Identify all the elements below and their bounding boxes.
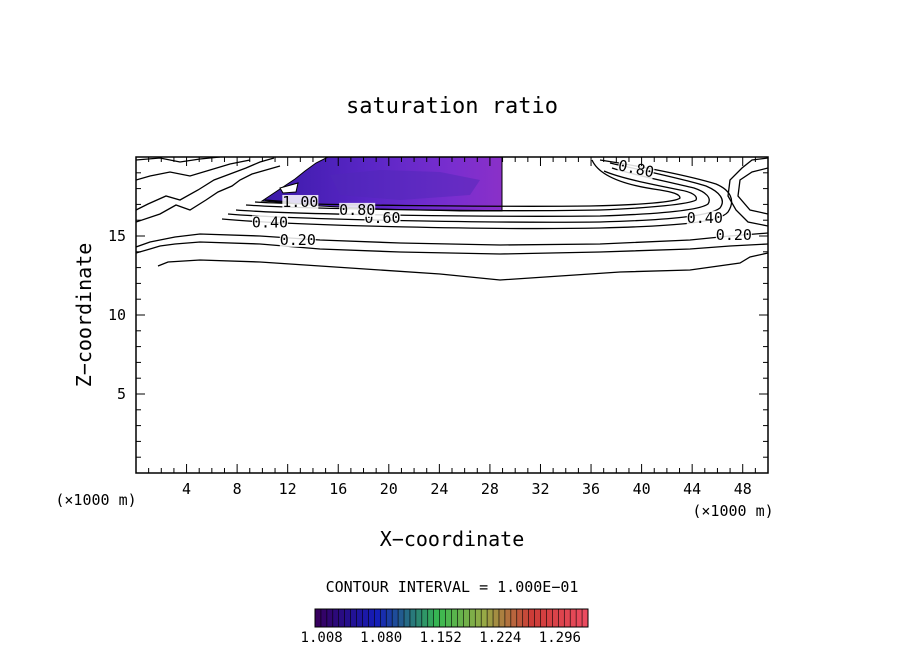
colorbar-swatch	[534, 609, 541, 627]
x-tick-label: 20	[380, 480, 398, 498]
contour-label-text: 0.20	[716, 226, 752, 244]
colorbar-swatch	[516, 609, 524, 627]
contour-label-text: 0.80	[339, 201, 375, 219]
colorbar-swatch	[344, 609, 351, 627]
colorbar-tick-label: 1.080	[360, 630, 402, 646]
x-tick-label: 28	[481, 480, 499, 498]
colorbar-tick-label: 1.152	[420, 630, 462, 646]
contour-lines	[136, 157, 768, 281]
colorbar-swatch	[409, 609, 417, 627]
colorbar-swatch	[445, 609, 452, 627]
colorbar-swatch	[469, 609, 476, 627]
chart-title: saturation ratio	[346, 94, 558, 119]
colorbar-swatch	[332, 609, 340, 627]
contour-label: 0.80	[339, 201, 375, 219]
contour-label: 0.40	[687, 209, 723, 227]
y-tick-label: 15	[108, 227, 126, 245]
colorbar-swatch	[457, 609, 464, 627]
colorbar-swatch	[498, 609, 506, 627]
contour-label-bg	[251, 215, 288, 230]
colorbar-swatch	[504, 609, 512, 627]
colorbar-swatch	[510, 609, 518, 627]
colorbar-swatch	[552, 609, 559, 627]
contour-label-text: 0.40	[252, 214, 288, 232]
x-tick-label: 32	[531, 480, 549, 498]
contour-label-bg	[339, 202, 376, 217]
contour-label: 0.20	[280, 231, 316, 249]
colorbar-swatch	[398, 609, 405, 627]
colorbar-swatch	[576, 609, 583, 627]
colorbar-swatch	[433, 609, 440, 627]
colorbar-swatch	[415, 609, 423, 627]
x-unit-label-left: (×1000 m)	[55, 491, 136, 509]
contour-label: 0.20	[716, 226, 752, 244]
colorbar-swatch	[451, 609, 458, 627]
colorbar-tick-label: 1.224	[479, 630, 521, 646]
colorbar-swatch	[540, 609, 547, 627]
colorbar-swatch	[481, 609, 488, 627]
colorbar: 1.008 1.080 1.152 1.224 1.296	[301, 608, 589, 646]
contour-label-text: 0.20	[280, 231, 316, 249]
contour-label-bg	[715, 228, 752, 243]
colorbar-swatch	[362, 609, 369, 627]
x-tick-label: 4	[182, 480, 191, 498]
colorbar-swatch	[338, 609, 345, 627]
colorbar-swatch	[463, 609, 470, 627]
colorbar-swatch	[386, 609, 393, 627]
colorbar-swatch	[427, 609, 434, 627]
colorbar-swatch	[493, 609, 500, 627]
x-tick-label: 24	[430, 480, 448, 498]
contour-label: 1.00	[282, 193, 318, 211]
colorbar-swatch	[356, 609, 363, 627]
y-axis-title: Z−coordinate	[72, 243, 96, 388]
x-tick-label: 40	[633, 480, 651, 498]
colorbar-swatch	[546, 609, 553, 627]
colorbar-swatch	[528, 609, 535, 627]
colorbar-swatch	[564, 609, 571, 627]
contour-interval-label: CONTOUR INTERVAL = 1.000E−01	[326, 578, 579, 596]
colorbar-swatch	[368, 609, 375, 627]
colorbar-swatch	[487, 609, 494, 627]
x-tick-label: 44	[683, 480, 701, 498]
colorbar-frame	[314, 608, 589, 628]
x-tick-label: 8	[233, 480, 242, 498]
colorbar-swatch	[326, 609, 334, 627]
contour-label-bg	[617, 158, 656, 180]
contour-field: 0.20 0.200.40 0.400.600.800.801.00	[136, 157, 768, 281]
colorbar-swatch	[421, 609, 429, 627]
contour-label-bg	[686, 210, 723, 225]
x-tick-label: 36	[582, 480, 600, 498]
colorbar-swatch	[374, 609, 381, 627]
colorbar-swatch	[392, 609, 399, 627]
contour-label-text: 0.40	[687, 209, 723, 227]
x-axis-title: X−coordinate	[380, 527, 525, 551]
colorbar-tick-label: 1.296	[539, 630, 581, 646]
x-tick-label: 12	[279, 480, 297, 498]
colorbar-tick-label: 1.008	[301, 630, 343, 646]
colorbar-swatch	[320, 609, 328, 627]
y-tick-label: 10	[108, 306, 126, 324]
x-tick-label: 16	[329, 480, 347, 498]
colorbar-swatch	[380, 609, 387, 627]
contour-label-text: 1.00	[282, 193, 318, 211]
colorbar-swatch	[570, 609, 577, 627]
contour-label: 0.40	[252, 214, 288, 232]
y-tick-label: 5	[117, 385, 126, 403]
colorbar-swatch	[439, 609, 446, 627]
x-tick-label: 48	[734, 480, 752, 498]
colorbar-swatch	[315, 609, 322, 627]
supersaturated-hole	[279, 182, 299, 194]
supersaturated-core	[330, 170, 480, 200]
colorbar-swatch	[582, 609, 589, 627]
contour-label-bg	[279, 232, 316, 247]
colorbar-swatch	[558, 609, 565, 627]
colorbar-swatch	[475, 609, 482, 627]
colorbar-swatch	[404, 609, 411, 627]
colorbar-swatch	[522, 609, 529, 627]
x-unit-label-right: (×1000 m)	[692, 502, 773, 520]
colorbar-swatch	[350, 609, 357, 627]
contour-label-bg	[282, 194, 319, 209]
